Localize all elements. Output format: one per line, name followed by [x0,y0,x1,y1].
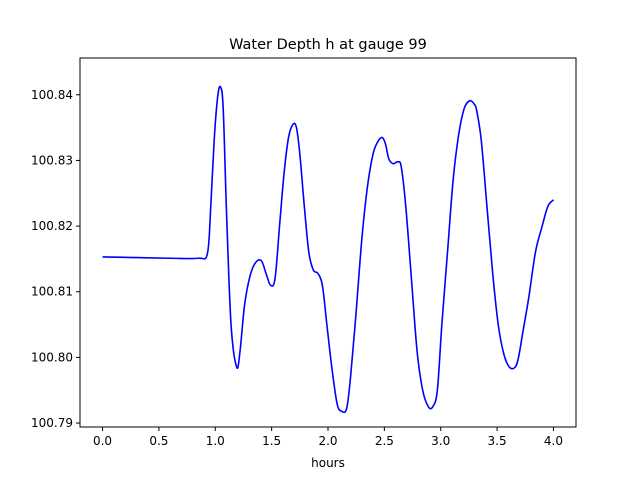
series-line-water-depth [102,85,555,414]
y-tick-label: 100.81 [31,285,73,299]
x-axis: 0.0 0.5 1.0 1.5 2.0 2.5 3.0 3.5 4.0 [93,427,563,448]
x-tick-label: 1.5 [262,434,281,448]
y-axis: 100.79 100.80 100.81 100.82 100.83 100.84 [31,88,80,430]
axes-frame [79,57,577,428]
y-tick-label: 100.82 [31,219,73,233]
x-tick-label: 3.5 [488,434,507,448]
y-tick-label: 100.84 [31,88,73,102]
y-tick-label: 100.79 [31,416,73,430]
x-tick-label: 4.0 [544,434,563,448]
x-tick-label: 3.0 [431,434,450,448]
x-tick-label: 0.0 [93,434,112,448]
y-tick-label: 100.83 [31,153,73,167]
x-tick-label: 2.5 [375,434,394,448]
y-tick-label: 100.80 [31,350,73,364]
series-layer [102,85,555,414]
x-tick-label: 2.0 [318,434,337,448]
x-axis-label: hours [311,456,345,470]
x-tick-label: 1.0 [206,434,225,448]
chart-title: Water Depth h at gauge 99 [229,37,427,53]
x-tick-label: 0.5 [149,434,168,448]
